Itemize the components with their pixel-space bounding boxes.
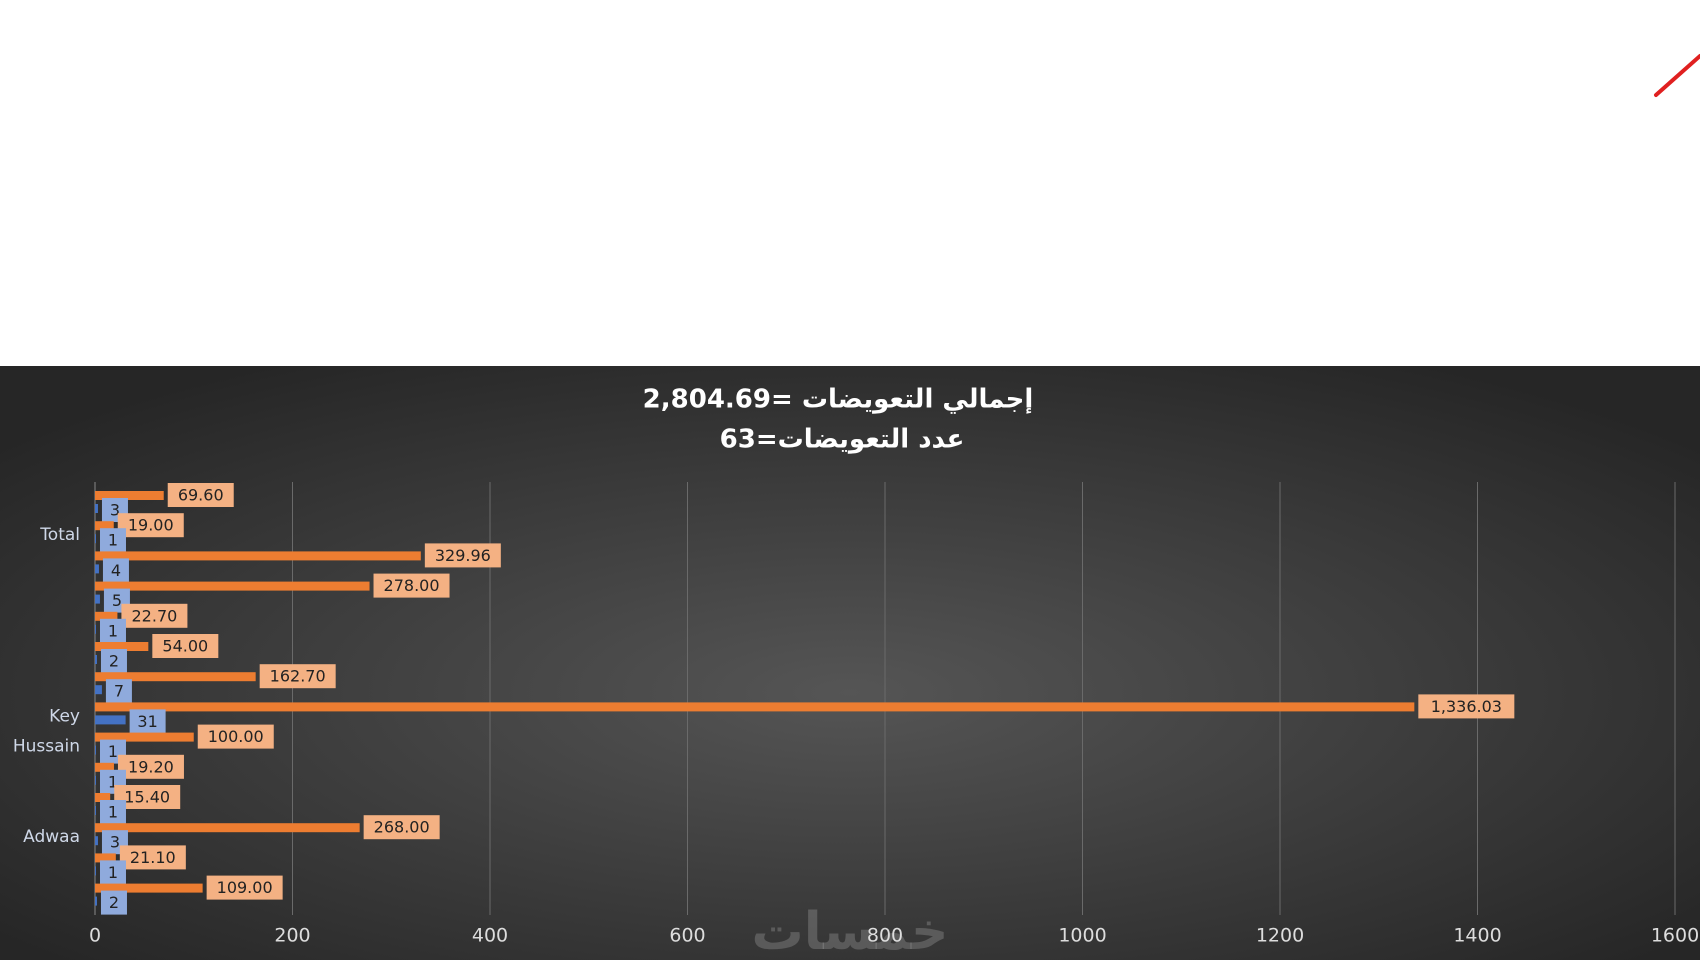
data-label: 268.00 bbox=[374, 818, 430, 837]
data-label-box bbox=[1418, 694, 1515, 719]
data-label: 21.10 bbox=[130, 848, 176, 867]
bar bbox=[95, 655, 97, 664]
data-label: 54.00 bbox=[162, 637, 208, 656]
bar bbox=[95, 491, 164, 500]
data-label: 1 bbox=[108, 772, 118, 791]
data-label-box bbox=[129, 709, 166, 734]
data-label-box bbox=[167, 483, 234, 507]
bar bbox=[95, 806, 96, 815]
bar bbox=[95, 581, 370, 591]
bar bbox=[95, 685, 102, 695]
data-label-box bbox=[99, 528, 126, 553]
bar bbox=[95, 534, 96, 544]
x-tick-label: 1200 bbox=[1256, 925, 1304, 947]
data-label-box bbox=[102, 558, 129, 583]
bar bbox=[95, 564, 99, 574]
data-label: 1 bbox=[108, 742, 118, 761]
data-label: 2 bbox=[109, 893, 119, 912]
data-label-box bbox=[99, 860, 126, 885]
x-tick-label: 1600 bbox=[1651, 925, 1699, 947]
data-label-box bbox=[99, 800, 126, 824]
data-label: 69.60 bbox=[178, 486, 224, 505]
bar bbox=[95, 551, 421, 561]
data-label: 19.20 bbox=[128, 757, 174, 776]
x-tick-label: 800 bbox=[867, 925, 903, 947]
bar bbox=[95, 883, 203, 893]
bar bbox=[95, 504, 98, 513]
bar bbox=[95, 836, 98, 846]
bar bbox=[95, 611, 118, 621]
data-label: 7 bbox=[114, 682, 124, 701]
data-label-box bbox=[117, 754, 184, 779]
data-label-box bbox=[363, 815, 440, 840]
y-tick-label: Adwaa bbox=[23, 827, 80, 847]
data-label-box bbox=[259, 664, 336, 689]
data-label-box bbox=[100, 890, 127, 915]
bar bbox=[95, 715, 126, 725]
watermark: خمسات bbox=[751, 902, 948, 962]
data-label: 15.40 bbox=[124, 788, 170, 807]
data-label: 19.00 bbox=[128, 516, 174, 535]
bar bbox=[95, 521, 114, 531]
x-tick-label: 0 bbox=[89, 925, 101, 947]
data-label: 1 bbox=[108, 863, 118, 882]
bar bbox=[95, 624, 96, 634]
x-tick-label: 1400 bbox=[1453, 925, 1501, 947]
data-label: 278.00 bbox=[384, 576, 440, 595]
data-label: 31 bbox=[137, 712, 157, 731]
bar bbox=[95, 702, 1415, 712]
data-label: 4 bbox=[111, 561, 121, 580]
data-label: 100.00 bbox=[208, 727, 264, 746]
data-label: 1 bbox=[108, 531, 118, 550]
y-tick-label: Hussain bbox=[13, 737, 80, 757]
data-label: 1,336.03 bbox=[1431, 697, 1502, 716]
y-tick-label: Total bbox=[39, 525, 80, 545]
data-label-box bbox=[117, 513, 184, 538]
y-tick-label: Key bbox=[49, 706, 80, 726]
data-label: 1 bbox=[108, 621, 118, 640]
bar bbox=[95, 793, 111, 802]
data-label: 329.96 bbox=[435, 546, 491, 565]
x-tick-label: 400 bbox=[472, 925, 508, 947]
data-label-box bbox=[197, 724, 274, 749]
chart-panel bbox=[0, 366, 1700, 960]
bar bbox=[95, 896, 97, 906]
bar bbox=[95, 672, 256, 682]
data-label: 5 bbox=[112, 591, 122, 610]
bar bbox=[95, 823, 360, 833]
data-label: 162.70 bbox=[270, 667, 326, 686]
data-label-box bbox=[121, 603, 188, 628]
data-label: 1 bbox=[108, 803, 118, 822]
x-tick-label: 200 bbox=[274, 925, 310, 947]
annotation-stroke bbox=[1654, 54, 1700, 97]
data-label-box bbox=[424, 543, 501, 568]
data-label: 2 bbox=[109, 652, 119, 671]
data-label: 3 bbox=[110, 833, 120, 852]
bar bbox=[95, 853, 116, 863]
data-label-box bbox=[373, 573, 450, 598]
bar bbox=[95, 866, 96, 876]
data-label-box bbox=[206, 875, 283, 900]
bar bbox=[95, 642, 149, 651]
chart-subtitle: عدد التعويضات=63 bbox=[720, 425, 965, 455]
data-label-box bbox=[105, 679, 132, 704]
data-label-box bbox=[100, 649, 127, 673]
x-tick-label: 600 bbox=[669, 925, 705, 947]
x-tick-label: 1000 bbox=[1058, 925, 1106, 947]
data-label-box bbox=[119, 845, 186, 870]
bar bbox=[95, 762, 114, 772]
bar bbox=[95, 732, 194, 742]
data-label: 109.00 bbox=[217, 878, 273, 897]
bar bbox=[95, 775, 96, 785]
chart-title: إجمالي التعويضات =2,804.69 bbox=[643, 385, 1034, 415]
data-label: 22.70 bbox=[132, 606, 178, 625]
data-label-box bbox=[152, 634, 219, 658]
data-label-box bbox=[99, 618, 126, 643]
bar bbox=[95, 594, 100, 604]
data-label: 3 bbox=[110, 501, 120, 520]
bar bbox=[95, 745, 96, 755]
